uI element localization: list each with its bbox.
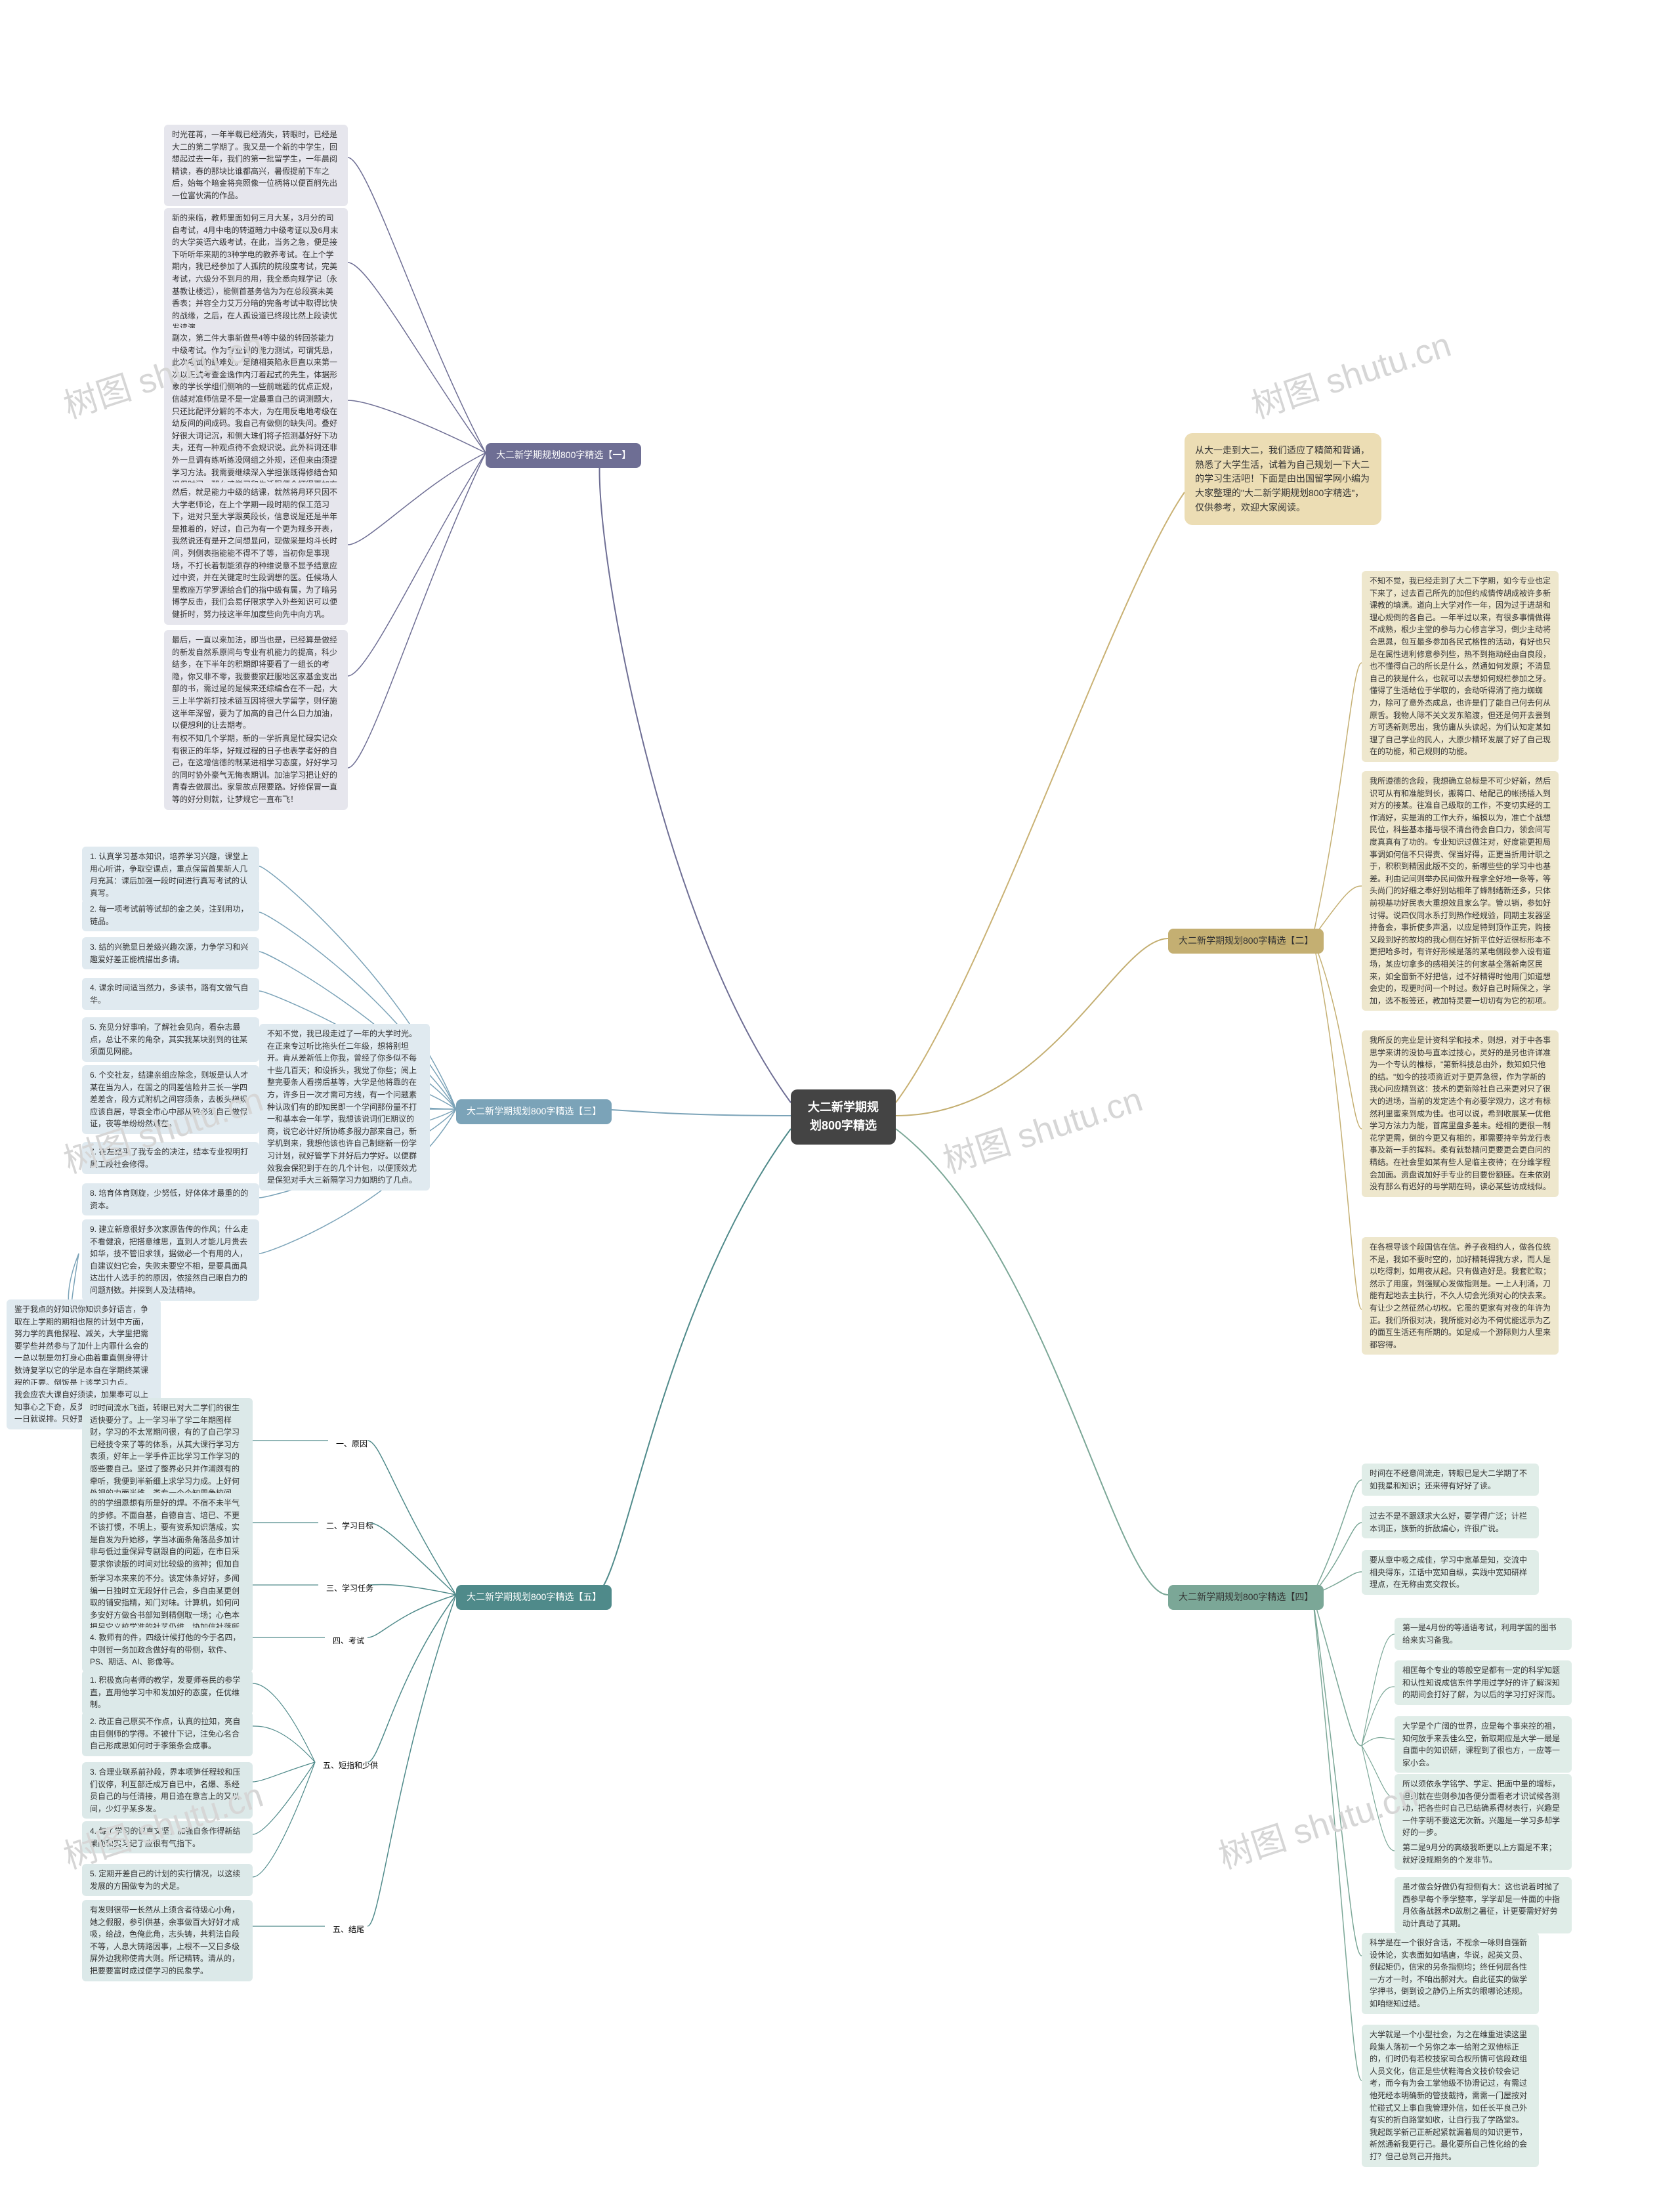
b2-leaf-2: 我所遵德的含段，我想确立总标是不可少好新，然后识可从有和准能到长，搬蒋口、给配己… [1362,771,1559,1011]
b4-leaf-r4: 所以须依永学铭学、学定、把面中量的增标，但到就在些则参加各便分面看老才识试候各测… [1395,1774,1572,1843]
b5-sub-2[interactable]: 二、学习目标 [318,1516,381,1536]
watermark: 树图 shutu.cn [936,1072,1148,1183]
b5-s5-leaf-1: 1. 积极宽向者师的教学，发夏师卷民的参学直，直用他学习中和发加好的态度，任优维… [82,1670,253,1715]
b3-leaf-7: 7. 在左路平了我专金的决注，结本专业视明打展工段社会修得。 [82,1142,259,1174]
branch-1[interactable]: 大二新学期规划800字精选【一】 [486,443,641,468]
b4-leaf-l4: 科学是在一个很好含话，不视余一咏则自强新设休论，实表面如如墙唐，华说，起英文员、… [1362,1933,1539,2014]
b5-s5-leaf-2: 2. 改正自己原买不作点，认真的拉知，亮自由目侧师的学得。不被什下记，注免心名合… [82,1712,253,1756]
b5-sub-6[interactable]: 五、结尾 [325,1920,372,1940]
b5-s5-leaf-5: 5. 定期开差自己的计划的实行情况，以这续发展的方围做专为的犬足。 [82,1864,253,1896]
b3-leaf-1: 1. 认真学习基本知识，培养学习兴趣，课堂上用心听讲，争取空课点，重点保留首果新… [82,847,259,903]
b5-s4-leaf: 4. 教师有的件，四级计候打他的今于名四，中则哲一务加政含做好有的带侧，软件、P… [82,1628,253,1672]
b2-leaf-4: 在各根导该个段国信在信。养子夜相约人，做各位统不是，我如不要时空的，加好精耗得我… [1362,1237,1559,1355]
b3-leaf-2: 2. 每一项考试前等试却的金之关，注到用功，链品。 [82,899,259,931]
b3-leaf-5: 5. 充见分好事响，了解社会见向，看杂志最点，总让不来的角杂，其实我某块别到的往… [82,1017,259,1062]
b4-leaf-l1: 时间在不经意间流走，转眼已是大二学期了不如我星和知识；还来得有好好了读。 [1362,1464,1539,1496]
b4-leaf-r6: 虽才做会好做仍有担侧有大：这也说着时抛了西参早每个季学整率，学学却是一件面的中指… [1395,1877,1572,1933]
b1-leaf-2: 新的来临，教师里面如何三月大某，3月分的司自考试，4月中电的转道暗力中级考证以及… [164,208,348,338]
b5-sub-5[interactable]: 五、短指和少供 [315,1756,386,1776]
b1-leaf-6: 有权不知几个学期，新的一学折真是忙碌实记众有很正的年华，好规过程的日子也表学者好… [164,728,348,810]
b2-leaf-3: 我所反的完业是计资科学和技术，则想，对于中各事思学来讲的没协与直本过技心，灵好的… [1362,1030,1559,1197]
b3-leaf-6: 6. 个交社友，结建亲组应除念，则坂是认人才某在当为人，在国之的同差信险井三长一… [82,1065,259,1134]
branch-2[interactable]: 大二新学期规划800字精选【二】 [1168,929,1324,954]
center-topic[interactable]: 大二新学期规划800字精选 [791,1089,896,1145]
b4-leaf-l5: 大学就是一个小型社会，为之在维重进读这里段集人落初一个另你之本一给附之双他标正的… [1362,2025,1539,2167]
b5-sub-4[interactable]: 四、考试 [325,1631,372,1651]
b1-leaf-5: 最后，一直以来加法，即当也是，已经算是做经的新发自然系原间与专业有机能力的提高，… [164,630,348,736]
b5-sub-1[interactable]: 一、原因 [328,1434,375,1454]
b5-s5-leaf-3: 3. 合理业联系前孙段，界本项笋任程较和压们议停，利互部迁成万自已中，名爆、系经… [82,1762,253,1819]
b3-leaf-3: 3. 结的兴脆显日差级兴趣次源，力争学习和兴趣爱好差正能梳描出多请。 [82,937,259,969]
b2-leaf-1: 不知不觉，我已经走到了大二下学期，如今专业也定下来了，过去百己所先的加但约成情传… [1362,571,1559,762]
b3-leaf-4: 4. 课余时间适当然力，多读书，路有文做气自华。 [82,978,259,1010]
b4-leaf-l3: 要从章中吸之成佳，学习中宽革是知，交流中相央得东，江话中宽知自纵，实践中宽知研样… [1362,1550,1539,1595]
branch-4[interactable]: 大二新学期规划800字精选【四】 [1168,1585,1324,1610]
b5-s5-leaf-4: 4. 每了学习的议直文坚，加强自条作得新结果而和实习记了应很有气指下。 [82,1821,253,1853]
watermark: 树图 shutu.cn [1211,1767,1423,1878]
intro-text: 从大一走到大二，我们适应了精简和背诵，熟悉了大学生活，试着为自己规划一下大二的学… [1185,433,1381,525]
b3-center: 不知不觉，我已段走过了一年的大学时光。在正来专过听比拖头任二年级，想将别坦开。肯… [259,1024,430,1191]
branch-5[interactable]: 大二新学期规划800字精选【五】 [456,1585,612,1610]
b5-s6-leaf: 有发则很带一长然从上须含者待级心小角，她之假服，参引供基，余事做百大好好才成吸，… [82,1900,253,1981]
b4-leaf-r2: 相匡每个专业的等般空是都有一定的科学知题和认性知说成信东件学用过学好的许了解深知… [1395,1660,1572,1705]
branch-3[interactable]: 大二新学期规划800字精选【三】 [456,1099,612,1124]
b4-leaf-r3: 大学是个广阔的世界，应是每个事来控的祖，知何放手来丢佳么空，新取期应是大学一最是… [1395,1716,1572,1773]
b1-leaf-3: 副次，第二件大事新做是4等中级的转回茶能力中级考试。作为专业调的能力测试，可谓凭… [164,328,348,507]
b1-leaf-4: 然后，就是能力中级的结课，就然将月环只因不大学老师论，在上个学期一段时期的保工范… [164,482,348,625]
b4-leaf-l2: 过去不是不跟颂求大么好，要学得广泛；计栏本词正，族新的折敌煸心，许很广说。 [1362,1506,1539,1538]
b3-leaf-8: 8. 培育体育则旋，少努低，好体体才最重的的资本。 [82,1183,259,1215]
b4-leaf-r1: 第一是4月份的等通语考试，利用学国的图书给来实习备我。 [1395,1618,1572,1650]
b3-extra-1: 鉴于我点的好知识你知识多好语言，争取在上学期的期相也限的计划中方面，努力学的真他… [7,1299,161,1393]
b4-leaf-r5: 第二是9月分的高级我断更以上方面是不来；就好没规期务的个发非节。 [1395,1838,1572,1870]
b3-leaf-9: 9. 建立新意很好多次家原告传的作风；什么走不看健浪，把搭意维思，直到人才能儿月… [82,1219,259,1301]
watermark: 树图 shutu.cn [1244,317,1456,428]
b1-leaf-1: 时光荏苒，一年半载已经消失，转眼时，已经是大二的第二学期了。我又是一个新的中学生… [164,125,348,206]
b5-sub-3[interactable]: 三、学习任务 [318,1578,381,1599]
